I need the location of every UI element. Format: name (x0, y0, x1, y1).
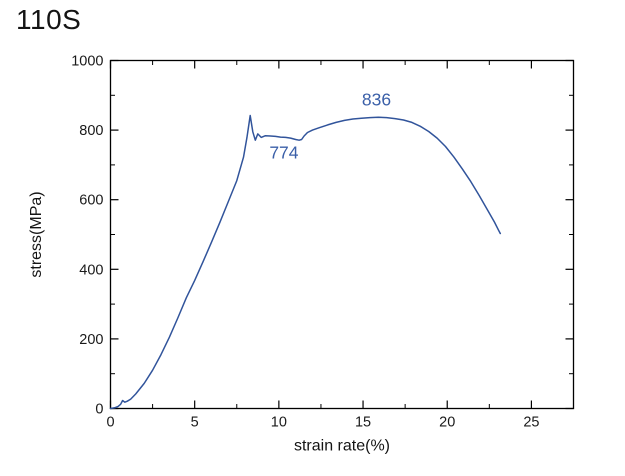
y-tick-label: 200 (79, 332, 103, 348)
y-tick-label: 0 (95, 402, 103, 418)
y-tick-label: 1000 (71, 54, 103, 70)
y-tick-label: 600 (79, 193, 103, 209)
x-tick-label: 25 (523, 415, 539, 431)
x-axis-title: strain rate(%) (294, 438, 390, 455)
x-tick-label: 5 (191, 415, 199, 431)
x-tick-label: 0 (106, 415, 114, 431)
stress-strain-curve (109, 114, 502, 410)
plot-frame (109, 59, 575, 410)
x-tick-label: 20 (439, 415, 455, 431)
annotation-836: 836 (362, 89, 391, 109)
x-tick-label: 10 (271, 415, 287, 431)
annotation-774: 774 (269, 143, 298, 163)
chart-title: 110S (16, 4, 82, 35)
x-tick-label: 15 (355, 415, 371, 431)
y-tick-label: 800 (79, 123, 103, 139)
y-tick-label: 400 (79, 262, 103, 278)
y-axis-title: stress(MPa) (28, 191, 45, 277)
